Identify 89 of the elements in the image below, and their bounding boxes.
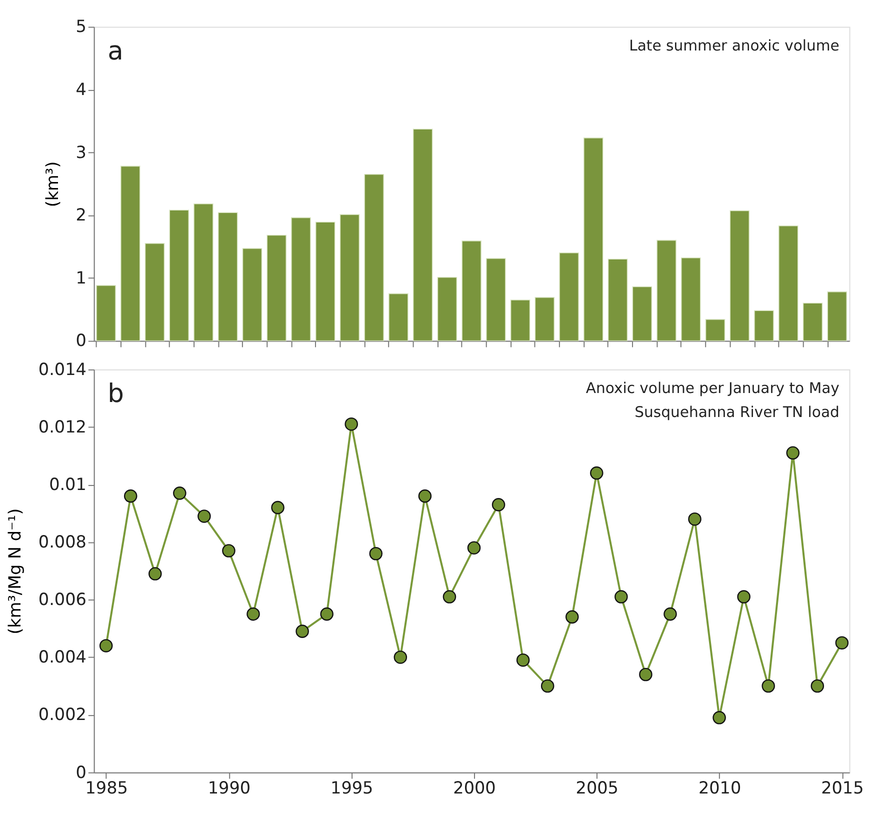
point	[492, 498, 506, 512]
annotation: Anoxic volume per January to May Susquehanna River TN load	[586, 380, 840, 421]
point	[565, 610, 579, 624]
point	[124, 489, 138, 503]
point	[320, 607, 334, 621]
bar	[169, 210, 190, 342]
point	[540, 679, 554, 693]
bar	[462, 240, 482, 342]
bar	[680, 257, 701, 342]
x-tick-label: 2015	[821, 778, 864, 798]
y-axis-title: (km³/Mg N d⁻¹)	[4, 508, 25, 634]
point	[810, 679, 824, 693]
x-tick-label: 1995	[330, 778, 374, 798]
point	[173, 486, 186, 500]
point	[246, 607, 260, 621]
point	[786, 446, 800, 460]
bar	[559, 252, 579, 342]
y-tick-label: 0	[76, 762, 86, 782]
point	[712, 711, 726, 724]
y-tick-label: 4	[76, 78, 86, 99]
bar	[534, 297, 555, 342]
annotation: b	[108, 379, 124, 410]
point	[590, 466, 604, 480]
bar	[266, 234, 286, 342]
bar	[754, 310, 774, 342]
y-tick-label: 0.004	[38, 646, 86, 667]
bar	[486, 258, 506, 342]
annotation: a	[108, 36, 124, 66]
y-tick-label: 0.006	[38, 589, 86, 610]
bar	[340, 214, 360, 342]
x-tick-label: 1990	[208, 778, 251, 798]
point	[442, 590, 456, 604]
y-tick-label: 0.002	[38, 704, 86, 724]
bar	[144, 243, 165, 342]
bar	[778, 225, 798, 342]
x-tick-label: 2000	[453, 778, 496, 798]
y-tick-label: 5	[76, 16, 86, 36]
point	[835, 636, 849, 650]
point	[394, 650, 408, 664]
bar	[388, 293, 408, 342]
point	[688, 512, 702, 526]
point	[369, 546, 383, 560]
bar	[584, 138, 604, 342]
y-tick-label: 3	[76, 142, 86, 162]
point	[296, 624, 309, 638]
point	[516, 653, 530, 667]
x-tick-label: 2005	[576, 778, 618, 798]
bar	[802, 302, 823, 342]
point	[418, 489, 432, 503]
bar	[218, 212, 238, 342]
y-tick-label: 2	[76, 204, 86, 225]
y-tick-label: 0.014	[38, 358, 86, 379]
bar	[412, 128, 433, 342]
bar	[437, 276, 458, 342]
y-tick-label: 0.008	[38, 532, 86, 552]
bar	[315, 222, 336, 342]
point	[271, 500, 284, 514]
bar	[510, 300, 530, 342]
y-tick-label: 0.01	[49, 474, 86, 494]
bar	[364, 174, 384, 342]
y-tick-label: 1	[76, 267, 86, 288]
bar	[96, 285, 116, 342]
x-tick-label: 1985	[85, 778, 128, 798]
y-axis-title: (km³)	[42, 161, 62, 208]
bar	[608, 258, 628, 342]
point	[639, 668, 652, 682]
bar	[705, 319, 726, 342]
bar	[827, 291, 847, 342]
point	[222, 544, 236, 558]
bar	[194, 203, 214, 342]
bar	[730, 210, 750, 342]
bar	[291, 217, 311, 342]
bar	[242, 248, 262, 342]
point	[737, 590, 750, 604]
bar	[656, 240, 676, 342]
y-tick-label: 0.012	[38, 416, 86, 436]
point	[614, 590, 628, 604]
x-tick-label: 2010	[698, 778, 742, 798]
point	[148, 567, 162, 580]
bar	[120, 166, 140, 342]
y-tick-label: 0	[76, 330, 86, 350]
point	[198, 510, 211, 523]
bar	[632, 286, 652, 342]
point	[99, 639, 113, 652]
point	[344, 417, 358, 431]
point	[762, 679, 775, 693]
annotation: Late summer anoxic volume	[629, 37, 840, 54]
point	[467, 541, 481, 554]
point	[664, 607, 677, 621]
